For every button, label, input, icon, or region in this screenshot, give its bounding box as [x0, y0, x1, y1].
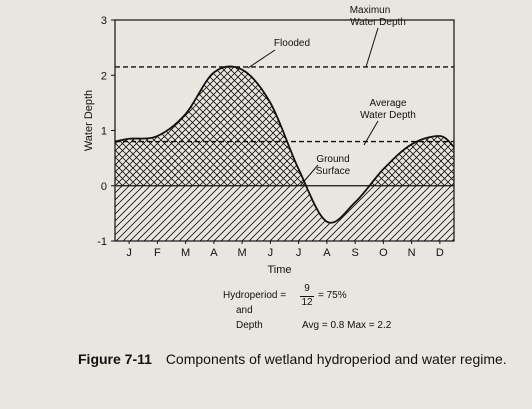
annotation-ground-line2: Surface [316, 166, 351, 177]
annotation-ground-leader [299, 164, 319, 187]
annotation-max-leader [365, 27, 379, 68]
annotation-ground-line1: Ground [316, 154, 349, 165]
annotation-max-line1: Maximun [350, 5, 391, 16]
annotation-max-line2: Water Depth [350, 17, 406, 28]
dry-soil-region [306, 185, 370, 223]
depth-label: Depth [236, 320, 263, 331]
flooded-crosshatch-area [115, 66, 454, 186]
figure-caption: Figure 7-11 Components of wetland hydrop… [78, 351, 518, 367]
depth-values: Avg = 0.8 Max = 2.2 [302, 320, 392, 331]
y-tick-label-0: -1 [97, 236, 107, 248]
water-depth-series-line [115, 65, 454, 224]
water-table-gap [306, 185, 370, 223]
flooded-region [115, 66, 454, 186]
fraction-bar [300, 296, 314, 297]
hydroperiod-numerator: 9 [304, 283, 310, 294]
x-tick-label-6: J [296, 247, 302, 259]
annotation-avg-line1: Average [369, 98, 407, 109]
annotation-flooded-leader [247, 49, 276, 69]
x-tick-label-0: J [126, 247, 132, 259]
hydroperiod-result: = 75% [318, 290, 347, 301]
curve-group [115, 65, 454, 224]
x-tick-label-2: M [181, 247, 190, 259]
y-axis-title: Water Depth [83, 90, 95, 151]
y-tick-label-2: 1 [101, 126, 107, 138]
x-axis-title: Time [267, 264, 291, 276]
x-tick-label-7: A [323, 247, 331, 259]
x-tick-label-11: D [436, 247, 444, 259]
x-tick-label-1: F [154, 247, 161, 259]
x-tick-label-4: M [238, 247, 247, 259]
x-tick-label-9: O [379, 247, 388, 259]
x-tick-label-8: S [351, 247, 358, 259]
annotation-flooded: Flooded [274, 38, 310, 49]
y-tick-label-1: 0 [101, 181, 107, 193]
y-tick-label-3: 2 [101, 70, 107, 82]
and-label: and [236, 305, 253, 316]
annotation-avg-leader [363, 120, 379, 146]
hydroperiod-label: Hydroperiod = [223, 290, 287, 301]
hydroperiod-denominator: 12 [301, 297, 313, 308]
x-tick-label-3: A [210, 247, 218, 259]
soil-hatch-region [115, 185, 454, 241]
figure-number: Figure 7-11 [78, 351, 152, 367]
annotation-avg-line2: Water Depth [360, 110, 416, 121]
figure-caption-text: Components of wetland hydroperiod and wa… [165, 351, 507, 367]
x-tick-label-10: N [408, 247, 416, 259]
y-tick-label-4: 3 [101, 15, 107, 27]
x-tick-label-5: J [268, 247, 274, 259]
